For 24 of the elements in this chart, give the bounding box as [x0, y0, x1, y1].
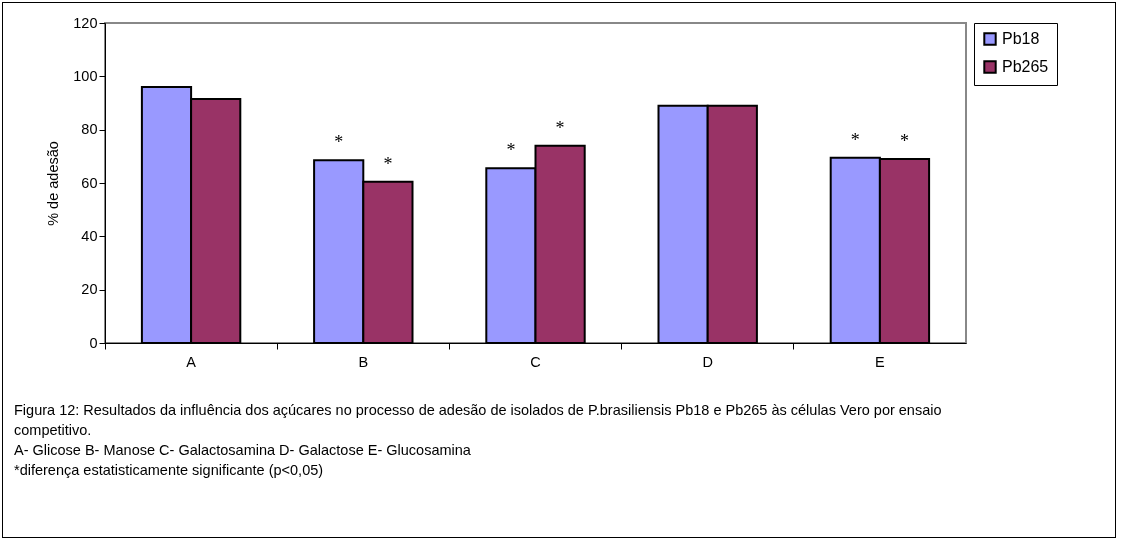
text: *diferença estatisticamente significante (p<0,05) — [14, 461, 325, 480]
x-tick-label: E — [875, 353, 886, 370]
legend-label: Pb18 — [1002, 30, 1040, 47]
x-tick-label: A — [186, 353, 197, 370]
x-tick-label: B — [358, 353, 369, 370]
y-tick-label: 0 — [89, 334, 98, 351]
text: Figura 12: Resultados da influência dos açúcares no processo de adesão de isolados de P.brasiliensis Pb18 e Pb265 às células Vero por ensaio competitivo. — [14, 401, 943, 440]
annotation: * — [506, 140, 516, 161]
y-tick-label: 20 — [81, 281, 98, 298]
annotation: * — [383, 153, 393, 174]
y-tick-label: 80 — [81, 121, 98, 138]
annotation: * — [555, 117, 565, 138]
legend-label: Pb265 — [1002, 58, 1049, 75]
annotation: * — [900, 131, 909, 151]
annotation: * — [334, 132, 344, 153]
y-tick-label: 60 — [81, 174, 98, 191]
y-tick-label: 120 — [73, 14, 98, 31]
x-tick-label: D — [702, 353, 713, 370]
y-axis-title: % de adesão — [45, 141, 62, 226]
x-tick-label: C — [530, 353, 541, 370]
text: A- Glicose B- Manose C- Galactosamina D- Galactose E- Glucosamina — [14, 441, 472, 460]
annotation: * — [850, 129, 860, 150]
y-tick-label: 40 — [81, 227, 98, 244]
y-tick-label: 100 — [73, 67, 98, 84]
